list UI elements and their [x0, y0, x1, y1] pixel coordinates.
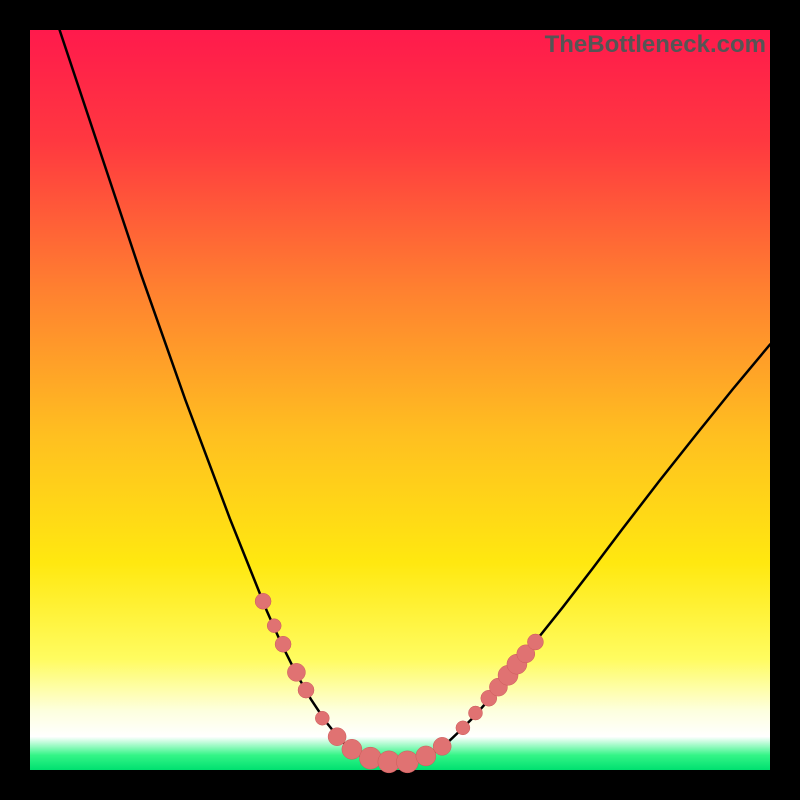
- plot-background: [30, 30, 770, 770]
- data-marker: [342, 739, 362, 759]
- data-marker: [275, 636, 291, 652]
- data-marker: [416, 746, 436, 766]
- data-marker: [255, 593, 271, 609]
- watermark-text: TheBottleneck.com: [545, 31, 766, 58]
- data-marker: [527, 634, 543, 650]
- data-marker: [287, 663, 305, 681]
- data-marker: [396, 751, 418, 773]
- bottleneck-chart: TheBottleneck.com: [0, 0, 800, 800]
- data-marker: [267, 619, 281, 633]
- data-marker: [468, 706, 482, 720]
- data-marker: [315, 711, 329, 725]
- data-marker: [298, 682, 314, 698]
- data-marker: [433, 737, 451, 755]
- data-marker: [359, 747, 381, 769]
- data-marker: [328, 728, 346, 746]
- data-marker: [456, 721, 470, 735]
- chart-root: TheBottleneck.com: [0, 0, 800, 800]
